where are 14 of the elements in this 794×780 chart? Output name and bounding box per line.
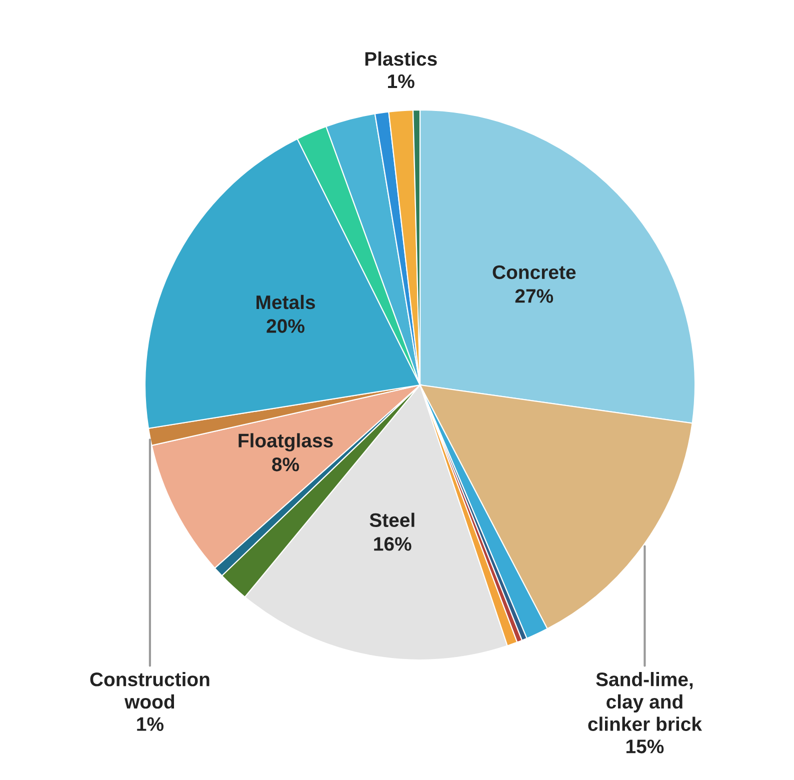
slice-label: Plastics [365, 52, 437, 66]
data-label: 8% [272, 458, 300, 472]
slice-label: Metals [256, 294, 315, 310]
slice-label: Floatglass [238, 433, 333, 452]
slice-label: Construction wood [90, 672, 210, 709]
slice-label: Sand-lime, clay and clinker brick [588, 672, 702, 731]
data-label: 15% [626, 740, 664, 754]
data-label: 1% [137, 717, 164, 731]
data-label: 27% [515, 289, 554, 303]
slice-label: Steel [370, 512, 414, 528]
data-label: 16% [374, 537, 412, 551]
data-label: 20% [266, 319, 304, 333]
data-label: 1% [388, 74, 414, 88]
slice-label: Concrete [492, 265, 576, 280]
